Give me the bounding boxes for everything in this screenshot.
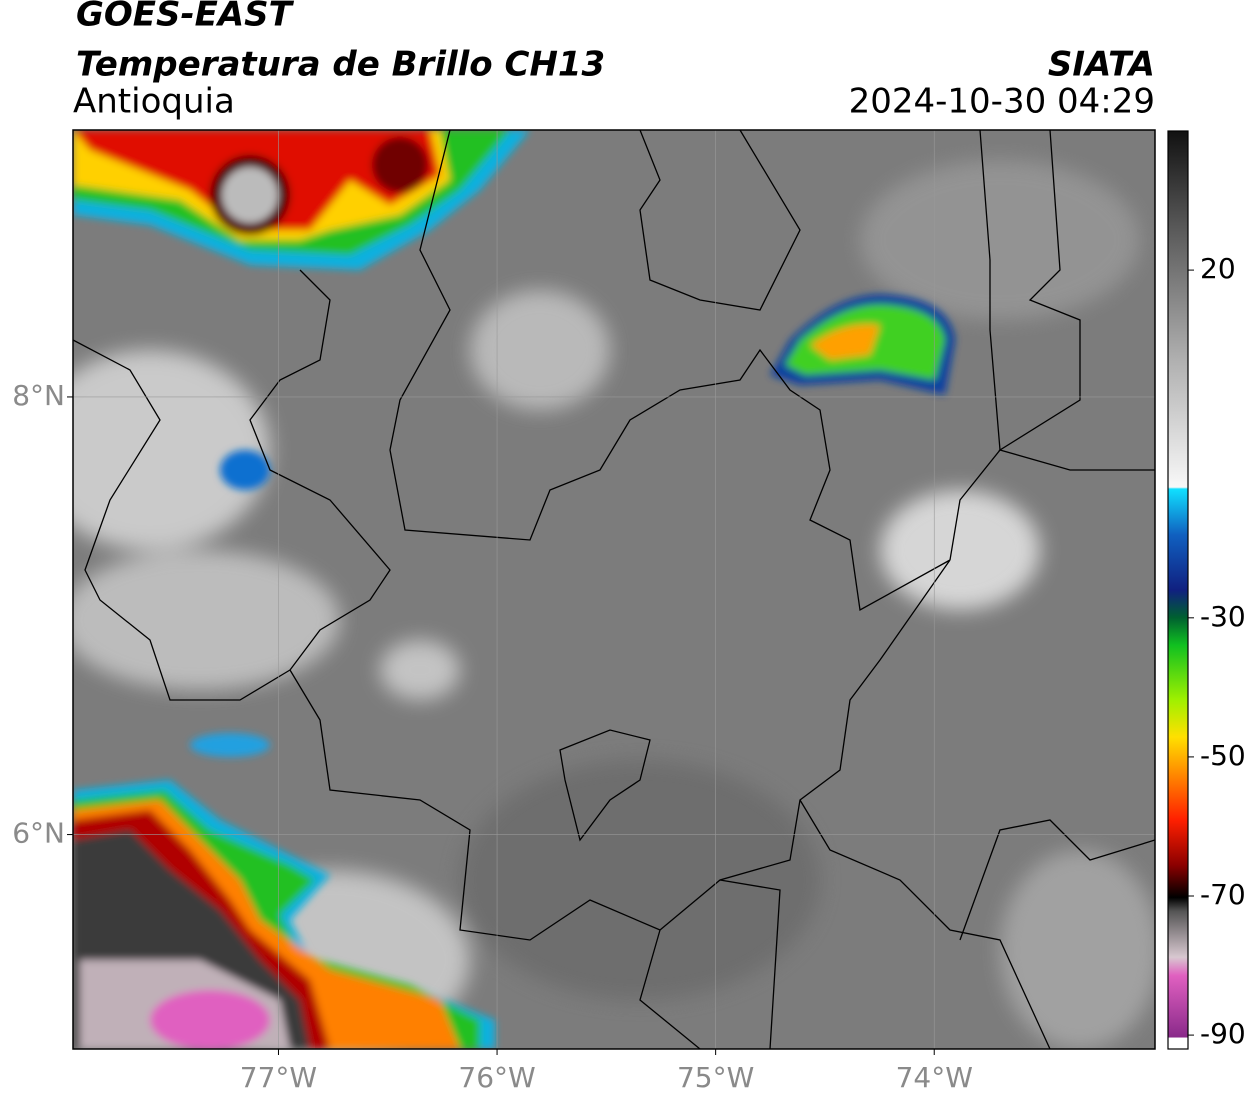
- map-frame: [72, 129, 1156, 1050]
- y-tick-label: 8°N: [12, 379, 65, 412]
- x-tick-label: 75°W: [677, 1061, 754, 1094]
- satellite-image: [73, 130, 1155, 1049]
- x-tick-label: 77°W: [240, 1061, 317, 1094]
- colorbar-tick-label: -50: [1200, 739, 1246, 772]
- colorbar: [1167, 130, 1189, 1050]
- title: GOES-EAST: [76, 0, 295, 35]
- gridlines: [73, 130, 1155, 1049]
- colorbar-tick-label: -30: [1200, 600, 1246, 633]
- x-tick-label: 74°W: [896, 1061, 973, 1094]
- y-tick-label: 6°N: [12, 817, 65, 850]
- source: SIATA: [1048, 45, 1155, 85]
- timestamp: 2024-10-30 04:29: [849, 82, 1155, 122]
- x-tick-label: 76°W: [458, 1061, 535, 1094]
- boundaries: [73, 130, 1155, 1049]
- region: Antioquia: [73, 82, 235, 122]
- colorbar-tick-label: -90: [1200, 1017, 1246, 1050]
- colorbar-tick-label: 20: [1200, 252, 1236, 285]
- colorbar-tick-label: -70: [1200, 878, 1246, 911]
- subtitle: Temperatura de Brillo CH13: [76, 45, 605, 85]
